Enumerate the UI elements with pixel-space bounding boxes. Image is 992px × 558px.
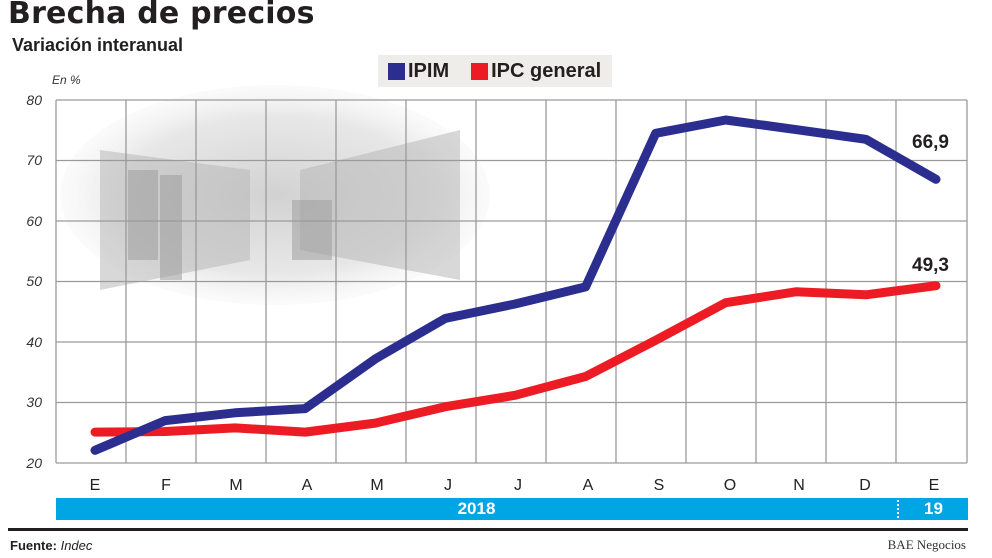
year-band: 2018 19 <box>56 498 968 520</box>
legend-swatch-ipc <box>471 62 489 80</box>
publisher-credit: BAE Negocios <box>887 537 966 552</box>
legend-item-ipim: IPIM <box>388 60 449 83</box>
x-tick-a: A <box>301 477 313 494</box>
year-divider <box>897 500 899 518</box>
x-tick-d: D <box>859 477 871 494</box>
x-tick-j2: J <box>514 477 522 494</box>
y-tick-70: 70 <box>26 152 42 168</box>
footer-rule <box>8 528 968 531</box>
y-tick-80: 80 <box>26 92 42 108</box>
y-tick-40: 40 <box>26 334 42 350</box>
x-tick-s: S <box>653 477 665 494</box>
legend-label-ipc: IPC general <box>491 59 602 82</box>
end-label-ipc: 49,3 <box>912 255 949 276</box>
x-tick-n: N <box>793 477 805 494</box>
x-tick-o: O <box>723 477 737 494</box>
source-note: Fuente: Indec <box>10 538 92 553</box>
x-tick-m: M <box>229 477 243 494</box>
legend-item-ipc: IPC general <box>471 60 601 83</box>
x-tick-m2: M <box>370 477 384 494</box>
chart-title: Brecha de precios <box>8 0 315 31</box>
y-tick-50: 50 <box>26 273 42 289</box>
year-label-19: 19 <box>924 499 943 518</box>
x-tick-e: E <box>89 477 101 494</box>
x-tick-j: J <box>444 477 452 494</box>
x-tick-f: F <box>161 477 171 494</box>
chart-subtitle: Variación interanual <box>12 35 184 55</box>
legend: IPIM IPC general <box>378 55 612 87</box>
end-label-ipim: 66,9 <box>912 132 949 153</box>
y-tick-30: 30 <box>26 394 42 410</box>
series-line-ipim <box>90 115 941 455</box>
background-photo <box>60 85 490 305</box>
legend-label-ipim: IPIM <box>408 59 450 82</box>
y-tick-60: 60 <box>26 213 42 229</box>
legend-swatch-ipim <box>388 62 405 80</box>
x-tick-a2: A <box>582 477 594 494</box>
unit-label: En % <box>52 73 81 87</box>
x-tick-e2: E <box>928 477 940 494</box>
year-label-2018: 2018 <box>457 499 496 518</box>
source-value: Indec <box>60 538 93 553</box>
series-line-ipc <box>90 281 941 437</box>
y-tick-20: 20 <box>26 455 42 471</box>
grid <box>55 99 968 464</box>
source-label: Fuente: <box>10 538 57 553</box>
